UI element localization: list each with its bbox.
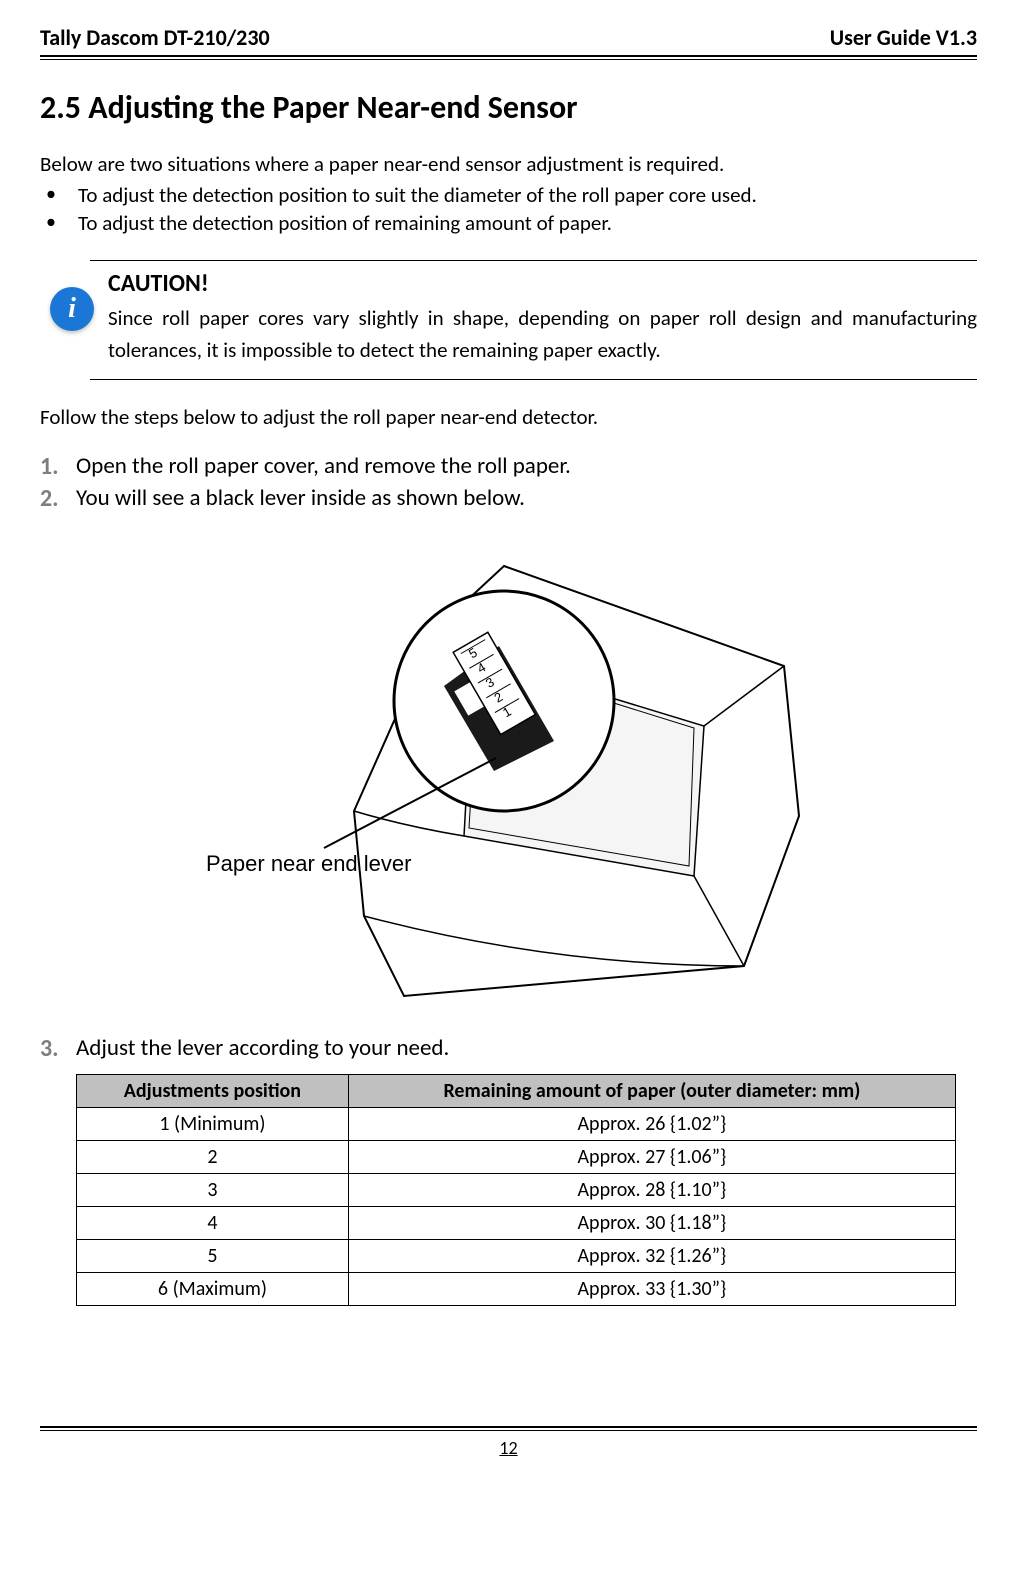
table-row: 5Approx. 32 {1.26”}: [77, 1239, 956, 1272]
table-row: 2Approx. 27 {1.06”}: [77, 1140, 956, 1173]
table-row: 6 (Maximum)Approx. 33 {1.30”}: [77, 1272, 956, 1305]
col-header: Remaining amount of paper (outer diamete…: [348, 1074, 955, 1107]
cell: Approx. 32 {1.26”}: [348, 1239, 955, 1272]
table-row: 3Approx. 28 {1.10”}: [77, 1173, 956, 1206]
cell: 5: [77, 1239, 349, 1272]
caution-body: Since roll paper cores vary slightly in …: [108, 302, 977, 367]
product-name: Tally Dascom DT-210/230: [40, 24, 270, 51]
lever-figure: 5 4 3 2 1 Paper near end lever: [204, 536, 814, 1006]
caution-text-block: CAUTION! Since roll paper cores vary sli…: [108, 269, 977, 367]
step-text: You will see a black lever inside as sho…: [76, 484, 525, 512]
table-row: 1 (Minimum)Approx. 26 {1.02”}: [77, 1107, 956, 1140]
list-item: To adjust the detection position to suit…: [40, 181, 977, 209]
adjustment-table: Adjustments position Remaining amount of…: [76, 1074, 956, 1306]
cell: Approx. 30 {1.18”}: [348, 1206, 955, 1239]
intro-text: Below are two situations where a paper n…: [40, 151, 977, 177]
printer-illustration: 5 4 3 2 1 Paper near end lever: [204, 536, 814, 1006]
step-item: 3.Adjust the lever according to your nee…: [40, 1034, 977, 1062]
caution-rule-bottom: [90, 379, 977, 380]
header-rule: [40, 55, 977, 60]
cell: 4: [77, 1206, 349, 1239]
page-header: Tally Dascom DT-210/230 User Guide V1.3: [40, 24, 977, 55]
steps-list: 1.Open the roll paper cover, and remove …: [40, 452, 977, 512]
page-number: 12: [40, 1437, 977, 1459]
cell: Approx. 27 {1.06”}: [348, 1140, 955, 1173]
table-header-row: Adjustments position Remaining amount of…: [77, 1074, 956, 1107]
cell: 6 (Maximum): [77, 1272, 349, 1305]
list-item: To adjust the detection position of rema…: [40, 209, 977, 237]
page-footer: 12: [40, 1426, 977, 1459]
situations-list: To adjust the detection position to suit…: [40, 181, 977, 238]
col-header: Adjustments position: [77, 1074, 349, 1107]
caution-box: i CAUTION! Since roll paper cores vary s…: [40, 261, 977, 379]
cell: 1 (Minimum): [77, 1107, 349, 1140]
table-row: 4Approx. 30 {1.18”}: [77, 1206, 956, 1239]
info-icon: i: [50, 287, 94, 331]
figure-label: Paper near end lever: [206, 851, 411, 876]
caution-title: CAUTION!: [108, 269, 977, 298]
steps-list-cont: 3.Adjust the lever according to your nee…: [40, 1034, 977, 1062]
footer-rule: [40, 1426, 977, 1431]
cell: Approx. 28 {1.10”}: [348, 1173, 955, 1206]
step-item: 2.You will see a black lever inside as s…: [40, 484, 977, 512]
cell: Approx. 33 {1.30”}: [348, 1272, 955, 1305]
guide-version: User Guide V1.3: [830, 24, 977, 51]
cell: 2: [77, 1140, 349, 1173]
step-item: 1.Open the roll paper cover, and remove …: [40, 452, 977, 480]
section-title: 2.5 Adjusting the Paper Near-end Sensor: [40, 88, 977, 127]
follow-text: Follow the steps below to adjust the rol…: [40, 404, 977, 430]
cell: 3: [77, 1173, 349, 1206]
step-text: Adjust the lever according to your need.: [76, 1034, 449, 1062]
step-text: Open the roll paper cover, and remove th…: [76, 452, 571, 480]
cell: Approx. 26 {1.02”}: [348, 1107, 955, 1140]
